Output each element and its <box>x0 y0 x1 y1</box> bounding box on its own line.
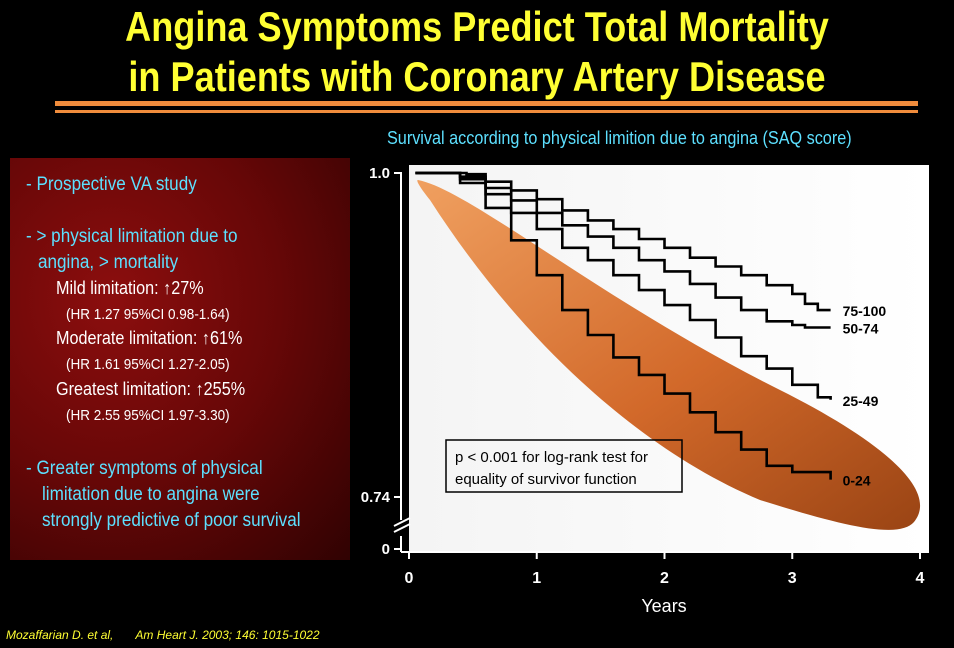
mild-limitation: Mild limitation: ↑27% <box>56 278 204 299</box>
moderate-limitation: Moderate limitation: ↑61% <box>56 328 242 349</box>
citation: Mozaffarian D. et al, Am Heart J. 2003; 1… <box>6 628 342 642</box>
x-tick-label: 4 <box>916 570 925 587</box>
x-tick-label: 0 <box>405 570 414 587</box>
bullet-greater-line3: strongly predictive of poor survival <box>42 510 301 531</box>
moderate-label: Moderate limitation: <box>56 328 198 348</box>
moderate-value: 61% <box>209 328 243 348</box>
citation-authors: Mozaffarian D. et al, <box>6 628 114 642</box>
axis-break-mark <box>393 523 411 533</box>
greatest-label: Greatest limitation: <box>56 379 192 399</box>
series-line-75-100 <box>415 171 831 312</box>
arrow-up-icon: ↑ <box>195 379 204 399</box>
title-rule-top <box>55 101 918 106</box>
mild-value: 27% <box>171 278 204 298</box>
series-line-0-24 <box>415 171 832 480</box>
arrow-up-icon: ↑ <box>201 328 210 348</box>
series-line-25-49 <box>415 171 832 400</box>
mild-ci: (HR 1.27 95%CI 0.98-1.64) <box>66 306 230 323</box>
series-line-50-74 <box>415 171 831 329</box>
summary-panel: - Prospective VA study - > physical limi… <box>10 158 350 560</box>
bullet-limitation-line2: angina, > mortality <box>38 252 179 273</box>
citation-journal: Am Heart J. 2003; 146: 1015-1022 <box>135 628 320 642</box>
moderate-ci: (HR 1.61 95%CI 1.27-2.05) <box>66 356 230 373</box>
bullet-prospective: - Prospective VA study <box>26 174 197 195</box>
bullet-greater-line1: - Greater symptoms of physical <box>26 458 263 479</box>
greatest-value: 255% <box>203 379 246 399</box>
x-tick-label: 3 <box>788 570 797 587</box>
annotation-line-2: equality of survivor function <box>455 471 637 488</box>
x-tick-label: 1 <box>532 570 541 587</box>
series-label-0-24: 0-24 <box>843 473 871 489</box>
axis-break-mark <box>393 517 411 527</box>
greatest-ci: (HR 2.55 95%CI 1.97-3.30) <box>66 407 230 424</box>
title-rule-bottom <box>55 110 918 113</box>
title-line-1: Angina Symptoms Predict Total Mortality <box>125 3 829 50</box>
slide-title: Angina Symptoms Predict Total Mortality … <box>67 2 887 102</box>
y-tick-label: 0.74 <box>361 489 391 506</box>
chart-subtitle: Survival according to physical limition … <box>387 128 852 148</box>
x-tick-label: 2 <box>660 570 669 587</box>
survival-chart: 0 1 2 3 4 1.0 0.74 0 75-100 50-74 25-49 0-24 p < … <box>361 165 929 616</box>
y-tick-label: 0 <box>382 541 390 558</box>
series-label-50-74: 50-74 <box>843 321 879 337</box>
confidence-band <box>417 180 921 530</box>
mild-label: Mild limitation: <box>56 278 159 298</box>
arrow-up-icon: ↑ <box>163 278 172 298</box>
bullet-greater-line2: limitation due to angina were <box>42 484 260 505</box>
x-axis-label: Years <box>641 596 686 616</box>
series-label-75-100: 75-100 <box>843 303 887 319</box>
annotation-box <box>445 439 683 493</box>
y-tick-label: 1.0 <box>369 165 390 182</box>
series-label-25-49: 25-49 <box>843 393 879 409</box>
greatest-limitation: Greatest limitation: ↑255% <box>56 379 245 400</box>
bullet-limitation-line1: - > physical limitation due to <box>26 226 238 247</box>
title-line-2: in Patients with Coronary Artery Disease <box>128 53 826 100</box>
annotation-line-1: p < 0.001 for log-rank test for <box>455 449 648 466</box>
